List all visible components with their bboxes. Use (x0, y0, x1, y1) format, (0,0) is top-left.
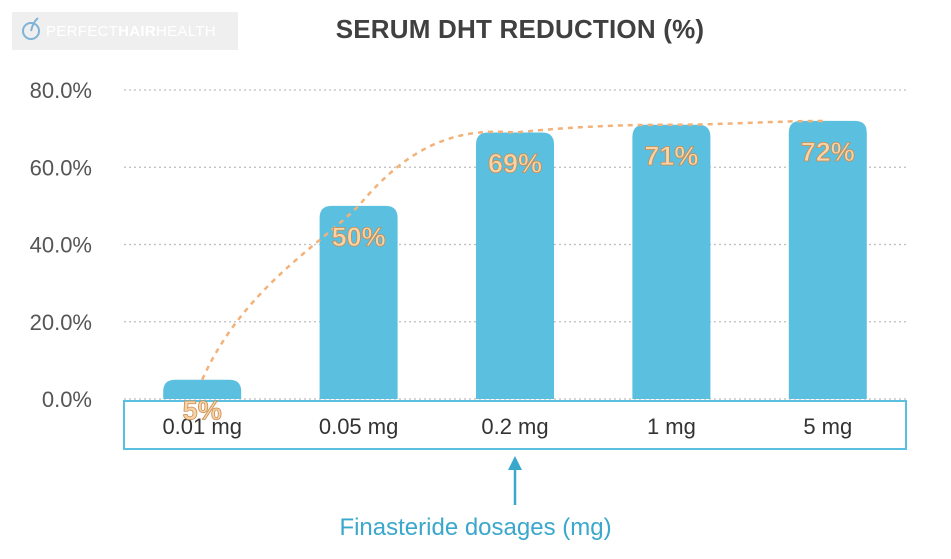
y-tick-label: 60.0% (30, 155, 92, 180)
bar (788, 120, 867, 400)
logo: PERFECTHAIRHEALTH (12, 12, 238, 50)
bar (319, 205, 398, 399)
data-labels: 5% 50% 69% 71% 72% (182, 136, 855, 426)
x-tick-label: 0.2 mg (481, 414, 548, 439)
up-arrow-icon (508, 456, 522, 505)
data-label: 5% (183, 396, 222, 426)
bars (163, 120, 867, 400)
y-tick-label: 20.0% (30, 310, 92, 335)
x-tick-label: 0.05 mg (319, 414, 399, 439)
bar (163, 379, 242, 399)
x-axis-box (123, 400, 907, 450)
x-tick-label: 0.01 mg (162, 414, 242, 439)
bar (632, 124, 711, 399)
chart-title: SERUM DHT REDUCTION (%) (335, 14, 705, 44)
y-tick-label: 0.0% (42, 387, 92, 412)
x-tick-label: 5 mg (803, 414, 852, 439)
data-label: 71% (644, 141, 698, 171)
y-tick-label: 80.0% (30, 78, 92, 103)
x-tick-label: 1 mg (647, 414, 696, 439)
arrow-head (508, 456, 522, 470)
data-label: 72% (801, 137, 855, 167)
x-axis-label: Finasteride dosages (mg) (339, 514, 612, 541)
logo-text: PERFECTHAIRHEALTH (46, 22, 216, 40)
y-tick-label: 40.0% (30, 233, 92, 258)
trend-line (201, 119, 828, 381)
data-label: 50% (332, 222, 386, 252)
data-label: 69% (488, 148, 542, 178)
hair-strand-icon (20, 16, 42, 47)
y-axis-ticks: 0.0% 20.0% 40.0% 60.0% 80.0% (30, 78, 92, 412)
bar (476, 132, 554, 400)
x-axis-ticks: 0.01 mg 0.05 mg 0.2 mg 1 mg 5 mg (162, 414, 852, 439)
